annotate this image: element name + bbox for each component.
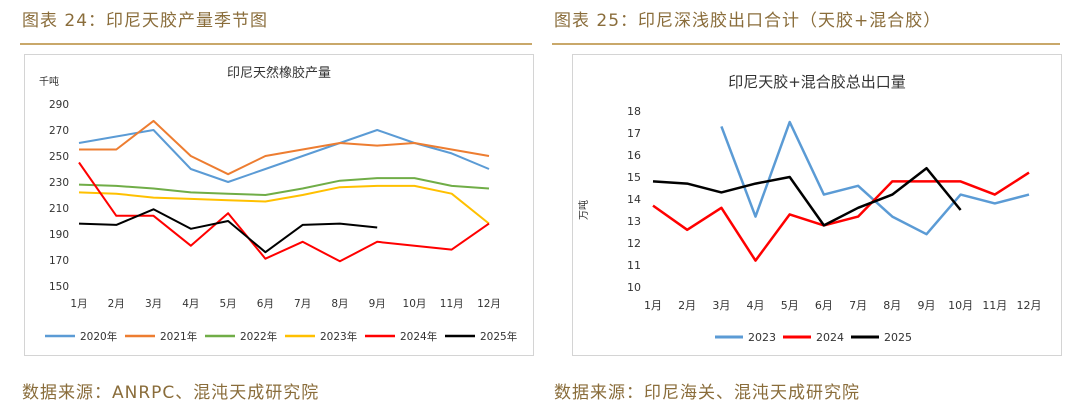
x-tick-label: 3月 <box>712 299 730 312</box>
x-tick-label: 1月 <box>70 298 87 310</box>
x-tick-label: 12月 <box>1017 299 1042 312</box>
left-chart-panel: 印尼天然橡胶产量 千吨 150 170 190 210 230 250 270 290 1月 2… <box>24 54 534 356</box>
y-tick-label: 12 <box>627 237 641 250</box>
x-tick-label: 9月 <box>369 298 386 310</box>
y-tick-label: 270 <box>49 125 69 137</box>
legend-label: 2023 <box>748 331 776 344</box>
series-line-2025年 <box>78 208 378 254</box>
y-tick-label: 250 <box>49 151 69 163</box>
series-line-2021年 <box>79 119 490 176</box>
chart-title: 印尼天胶+混合胶总出口量 <box>728 73 906 91</box>
x-tick-label: 12月 <box>477 298 501 310</box>
y-axis-unit-label: 千吨 <box>39 75 59 88</box>
x-tick-label: 10月 <box>948 299 973 312</box>
x-tick-label: 3月 <box>145 298 162 310</box>
series-line-2024年 <box>78 161 490 263</box>
y-tick-label: 230 <box>49 177 69 189</box>
series-line-2023 <box>720 120 1030 236</box>
y-axis-unit-label: 万吨 <box>577 200 590 220</box>
x-tick-label: 5月 <box>219 298 236 310</box>
legend-label: 2024 <box>816 331 844 344</box>
x-tick-label: 7月 <box>849 299 867 312</box>
x-tick-label: 1月 <box>644 299 662 312</box>
right-chart-panel: 印尼天胶+混合胶总出口量 万吨 10 11 12 13 14 15 16 17 18 1月 2月 3… <box>572 54 1062 356</box>
series-line-2023年 <box>78 184 490 225</box>
series-line-2024 <box>652 171 1030 262</box>
x-tick-label: 4月 <box>182 298 199 310</box>
y-tick-label: 11 <box>627 259 641 272</box>
legend-label: 2024年 <box>400 330 437 343</box>
legend-label: 2021年 <box>160 330 197 343</box>
series-line-2020年 <box>78 129 490 183</box>
y-tick-label: 16 <box>627 149 641 162</box>
x-tick-label: 2月 <box>108 298 125 310</box>
y-tick-label: 17 <box>627 127 641 140</box>
x-tick-label: 10月 <box>403 298 427 310</box>
right-figure-title: 图表 25：印尼深浅胶出口合计（天胶+混合胶） <box>554 11 942 31</box>
y-tick-label: 210 <box>49 203 69 215</box>
y-tick-label: 15 <box>627 171 641 184</box>
legend-label: 2025年 <box>480 330 517 343</box>
x-tick-label: 4月 <box>747 299 765 312</box>
x-tick-label: 11月 <box>982 299 1007 312</box>
legend-label: 2025 <box>884 331 912 344</box>
series-line-2025 <box>652 166 962 227</box>
x-tick-label: 2月 <box>678 299 696 312</box>
x-tick-label: 11月 <box>440 298 464 310</box>
x-tick-label: 7月 <box>294 298 311 310</box>
x-tick-label: 8月 <box>883 299 901 312</box>
series-line-2022年 <box>78 177 490 196</box>
right-chart-svg: 印尼天胶+混合胶总出口量 万吨 10 11 12 13 14 15 16 17 18 1月 2月 3… <box>577 73 1042 344</box>
x-tick-label: 8月 <box>331 298 348 310</box>
x-tick-label: 6月 <box>815 299 833 312</box>
left-figure-title: 图表 24：印尼天胶产量季节图 <box>22 11 269 31</box>
x-tick-label: 6月 <box>257 298 274 310</box>
y-tick-label: 13 <box>627 215 641 228</box>
x-tick-label: 9月 <box>917 299 935 312</box>
y-tick-label: 290 <box>49 99 69 111</box>
left-chart-svg: 印尼天然橡胶产量 千吨 150 170 190 210 230 250 270 290 1月 2… <box>39 65 517 343</box>
legend-label: 2020年 <box>80 330 117 343</box>
left-data-source: 数据来源：ANRPC、混沌天成研究院 <box>22 383 320 403</box>
y-tick-label: 10 <box>627 281 641 294</box>
legend-label: 2023年 <box>320 330 357 343</box>
legend-label: 2022年 <box>240 330 277 343</box>
y-tick-label: 18 <box>627 105 641 118</box>
x-tick-label: 5月 <box>781 299 799 312</box>
right-title-divider <box>552 43 1060 45</box>
right-data-source: 数据来源：印尼海关、混沌天成研究院 <box>554 383 860 403</box>
y-tick-label: 170 <box>49 255 69 267</box>
y-tick-label: 150 <box>49 281 69 293</box>
y-tick-label: 14 <box>627 193 641 206</box>
chart-title: 印尼天然橡胶产量 <box>227 65 331 81</box>
y-tick-label: 190 <box>49 229 69 241</box>
left-title-divider <box>20 43 532 45</box>
